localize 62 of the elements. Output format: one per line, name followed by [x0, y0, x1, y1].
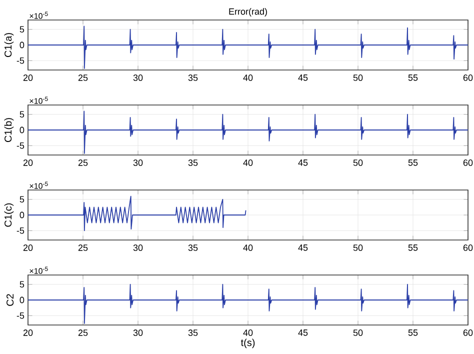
x-tick-label: 55: [408, 244, 418, 251]
x-tick-label: 45: [298, 160, 308, 166]
x-tick-label: 30: [133, 244, 143, 251]
y-tick-label: 5: [20, 26, 24, 33]
text: ×10$^{-5}$: [30, 96, 48, 104]
y-tick-label: -5: [16, 142, 24, 149]
x-tick-label: 30: [133, 74, 143, 81]
y-tick-label: 5: [20, 281, 24, 288]
x-tick-label: 20: [23, 330, 33, 336]
x-axis-title: t(s): [240, 338, 255, 348]
x-tick-label: 40: [243, 330, 253, 336]
line-series: [28, 110, 468, 154]
y-axis-title: C2: [6, 294, 14, 306]
y-tick-label: 0: [20, 296, 24, 304]
text: ×10$^{-5}$: [30, 12, 48, 19]
x-tick-label: 60: [463, 244, 473, 251]
x-tick-label: 50: [353, 244, 363, 251]
line-series: [28, 196, 246, 232]
x-tick-label: 40: [243, 244, 253, 251]
x-tick-label: 45: [298, 330, 308, 336]
x-tick-label: 50: [353, 330, 363, 336]
x-tick-label: 30: [133, 330, 143, 336]
x-tick-label: 25: [78, 74, 88, 81]
x-tick-label: 50: [353, 160, 363, 166]
x-tick-label: 20: [23, 74, 33, 81]
x-tick-label: 55: [408, 160, 418, 166]
y-tick-label: 0: [20, 212, 24, 218]
x-tick-label: 45: [298, 244, 308, 251]
x-tick-label: 35: [188, 244, 198, 251]
x-tick-label: 20: [23, 244, 33, 251]
y-tick-label: -5: [16, 57, 24, 64]
text: ×10$^{-5}$: [30, 182, 48, 189]
line-series: [28, 284, 468, 324]
x-tick-label: 60: [463, 160, 473, 166]
x-tick-label: 45: [298, 74, 308, 81]
x-tick-label: 55: [408, 330, 418, 336]
x-tick-label: 35: [188, 160, 198, 166]
x-tick-label: 25: [78, 330, 88, 336]
chart-title: Error(rad): [229, 8, 267, 16]
x-tick-label: 40: [243, 74, 253, 81]
y-tick-label: 5: [20, 111, 24, 118]
y-tick-label: -5: [16, 312, 24, 319]
x-tick-label: 30: [133, 160, 143, 166]
x-tick-label: 35: [188, 74, 198, 81]
x-tick-label: 35: [188, 330, 198, 336]
x-tick-label: 60: [463, 74, 473, 81]
x-tick-label: 25: [78, 160, 88, 166]
line-series: [28, 26, 468, 69]
y-tick-label: -5: [16, 227, 24, 234]
x-tick-label: 55: [408, 74, 418, 81]
x-tick-label: 20: [23, 160, 33, 166]
x-tick-label: 60: [463, 330, 473, 336]
y-tick-label: 5: [20, 196, 24, 203]
y-axis-title: C1(c): [4, 203, 14, 227]
x-tick-label: 25: [78, 244, 88, 251]
y-axis-title: C1(b): [4, 118, 14, 142]
y-axis-title: C1(a): [4, 33, 14, 57]
text: ×10$^{-5}$: [30, 266, 48, 274]
x-tick-label: 40: [243, 160, 253, 166]
y-tick-label: 0: [20, 126, 24, 134]
y-tick-label: 0: [20, 42, 24, 48]
x-tick-label: 50: [353, 74, 363, 81]
